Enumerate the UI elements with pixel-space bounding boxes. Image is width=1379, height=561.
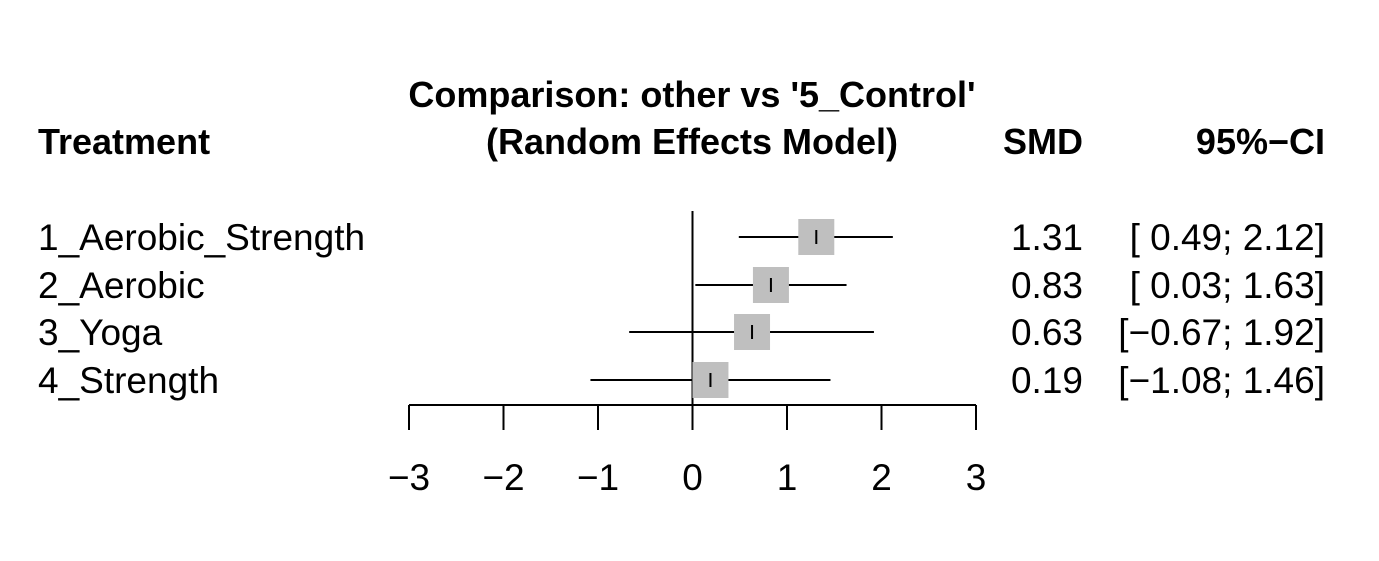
plot-title-line2: (Random Effects Model) xyxy=(486,121,898,162)
x-tick-label: 3 xyxy=(966,457,987,498)
smd-value: 0.19 xyxy=(1011,360,1083,401)
smd-value: 1.31 xyxy=(1011,217,1083,258)
ci-value: [−1.08; 1.46] xyxy=(1118,360,1325,401)
x-tick-label: 1 xyxy=(777,457,798,498)
plot-area: 1_Aerobic_Strength 1.31 [ 0.49; 2.12] 2_Aer… xyxy=(38,211,1325,498)
x-tick-label: −1 xyxy=(577,457,619,498)
ci-value: [ 0.03; 1.63] xyxy=(1130,265,1325,306)
ci-value: [ 0.49; 2.12] xyxy=(1130,217,1325,258)
smd-column-header: SMD xyxy=(1003,121,1083,162)
x-tick-label: −2 xyxy=(482,457,524,498)
ci-value: [−0.67; 1.92] xyxy=(1118,312,1325,353)
treatment-column-header: Treatment xyxy=(38,121,210,162)
plot-title-line1: Comparison: other vs '5_Control' xyxy=(408,74,975,115)
ci-column-header: 95%−CI xyxy=(1196,121,1325,162)
treatment-label: 4_Strength xyxy=(38,360,219,401)
treatment-label: 2_Aerobic xyxy=(38,265,205,306)
x-tick-label: 0 xyxy=(682,457,703,498)
treatment-label: 1_Aerobic_Strength xyxy=(38,217,365,258)
x-tick-label: 2 xyxy=(871,457,892,498)
treatment-label: 3_Yoga xyxy=(38,312,163,353)
smd-value: 0.83 xyxy=(1011,265,1083,306)
smd-value: 0.63 xyxy=(1011,312,1083,353)
x-tick-label: −3 xyxy=(388,457,430,498)
